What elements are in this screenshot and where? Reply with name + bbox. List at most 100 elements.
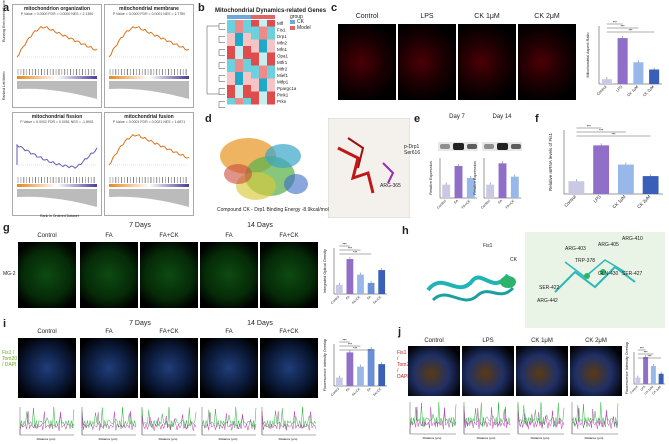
bar-2	[454, 166, 463, 198]
heatmap-cell	[251, 72, 259, 79]
heatmap-gene-label: Pink1	[277, 93, 289, 98]
i-label-fa7: FA	[105, 329, 113, 335]
gsea-hit-marks-1	[17, 69, 95, 75]
h-label-ck: CK	[510, 257, 517, 263]
panel-c-label: c	[331, 2, 338, 14]
y-axis-label: Relative Expression	[473, 161, 477, 195]
heatmap-cell	[259, 72, 267, 79]
heatmap-cell	[227, 39, 235, 46]
legend-swatch-ck	[290, 20, 295, 24]
bar-3	[466, 178, 475, 198]
gsea-plot-4: mitochondrial fusion P Value = 0.0001 FDR…	[104, 112, 194, 216]
tick-label-3: FA+CK	[461, 198, 472, 209]
heatmap-cell	[227, 33, 235, 40]
bar-1	[335, 284, 343, 294]
g-label-fack14: FA+CK	[279, 233, 299, 239]
heatmap-cell	[251, 20, 259, 27]
trace-x-label: Distance (µm)	[531, 436, 550, 440]
heatmap-cell	[243, 78, 251, 85]
tick-label-4: CK 2μM	[651, 385, 662, 396]
trace-green	[463, 402, 511, 434]
panel-e-label: e	[414, 113, 421, 125]
heatmap-cell	[251, 33, 259, 40]
trace-green	[81, 407, 137, 435]
y-axis-label: Mitochondrial Aspect Ratio	[586, 33, 590, 78]
trace-magenta	[141, 414, 197, 435]
heatmap-gene-label: Mfn1	[277, 47, 288, 52]
heatmap-cell	[259, 98, 267, 105]
traces-i-plot-4: Distance (µm)	[201, 406, 257, 441]
e-day14: Day 14	[492, 114, 512, 120]
i-label-fack7: FA+CK	[159, 329, 179, 335]
sig-label-3: ***	[353, 347, 358, 351]
trace-magenta	[261, 411, 317, 435]
heatmap-cell	[267, 20, 275, 27]
i-micrograph-control	[18, 338, 76, 398]
traces-i-plot-2: Distance (µm)	[81, 407, 137, 441]
sig-label-1: ***	[343, 243, 348, 247]
tick-label-5: FA+CK	[372, 386, 383, 397]
y-axis-label: Relative mRNA levels of Fis1	[548, 132, 553, 191]
tick-label-4: FA	[366, 294, 372, 300]
traces-i-plot-5: Distance (µm)	[261, 406, 317, 441]
residue-arg442: ARG-442	[537, 298, 558, 304]
j-label-ck2: CK 2μM	[585, 338, 607, 344]
heatmap-cell	[235, 33, 243, 40]
heatmap-cell	[267, 26, 275, 33]
trace-x-label: Distance (µm)	[477, 436, 496, 440]
tick-label-3: CK 1μM	[611, 194, 626, 209]
bar-4	[658, 373, 664, 384]
heatmap-cell	[235, 78, 243, 85]
heatmap-cell	[243, 33, 251, 40]
j-label-control: Control	[424, 338, 444, 344]
j-micrograph-ck2	[570, 346, 622, 396]
gsea-plot-2: mitochondrial membrane P Value = 0.0000 F…	[104, 4, 194, 108]
heatmap-cell	[259, 52, 267, 59]
g-micrograph-fa7	[80, 242, 138, 308]
c-micrograph-ck1	[458, 24, 516, 100]
heatmap-cell	[267, 78, 275, 85]
chart-e-day14: Control FA FA+CK Relative Expression	[473, 158, 521, 210]
western-blot-day7	[438, 142, 478, 151]
i-micrograph-fa7	[80, 338, 138, 398]
bar-1	[568, 181, 585, 194]
chart-i: Control FA FA+CK FA FA+CK*********Fluorescen…	[323, 339, 387, 397]
bar-2	[643, 357, 649, 384]
heatmap-gene-label: Mff	[277, 21, 284, 26]
panel-g-label: g	[3, 222, 10, 234]
gsea-hit-marks-2	[109, 69, 187, 75]
heatmap-cell	[267, 65, 275, 72]
sig-label-2: ***	[599, 129, 604, 133]
tick-label-1: Control	[330, 387, 340, 397]
tick-label-2: FA	[345, 294, 351, 300]
bar-1	[486, 184, 495, 198]
trace-x-label: Distance (µm)	[423, 436, 442, 440]
bar-3	[510, 176, 519, 198]
gsea-ranked-metric-2	[109, 81, 189, 99]
gsea-title-4: mitochondrial fusion	[124, 114, 174, 120]
heatmap-cell	[227, 65, 235, 72]
trace-x-label: Distance (µm)	[279, 437, 298, 441]
heatmap-cell	[267, 98, 275, 105]
g-micrograph-fa14	[200, 242, 258, 308]
j-row-label: Fis1 / Tom20 / DAPI	[397, 350, 413, 380]
heatmap-cell	[251, 26, 259, 33]
heatmap-cell	[251, 52, 259, 59]
g-label-control: Control	[37, 233, 57, 239]
g-label-fack7: FA+CK	[159, 233, 179, 239]
y-axis-label: Fluorescence Intensity Overlap	[323, 339, 327, 391]
group-bar-model	[251, 15, 275, 19]
i-row-label: Fis1 / Tom20 / DAPI	[2, 350, 18, 368]
tick-label-2: FA	[453, 198, 459, 204]
gsea-title-2: mitochondrial membrane	[119, 6, 179, 12]
trace-x-label: Distance (µm)	[585, 436, 604, 440]
heatmap-cell	[251, 46, 259, 53]
gsea-title-3: mitochondrial fission	[31, 114, 83, 120]
gsea-plot-3: mitochondrial fission P Value = 0.0002 FD…	[12, 112, 102, 216]
i-label-control: Control	[37, 329, 57, 335]
traces-i-plot-1: Distance (µm)	[19, 407, 75, 441]
j-label-lps: LPS	[482, 338, 494, 344]
panel-b-label: b	[198, 2, 205, 14]
tick-label-1: Control	[436, 199, 447, 210]
